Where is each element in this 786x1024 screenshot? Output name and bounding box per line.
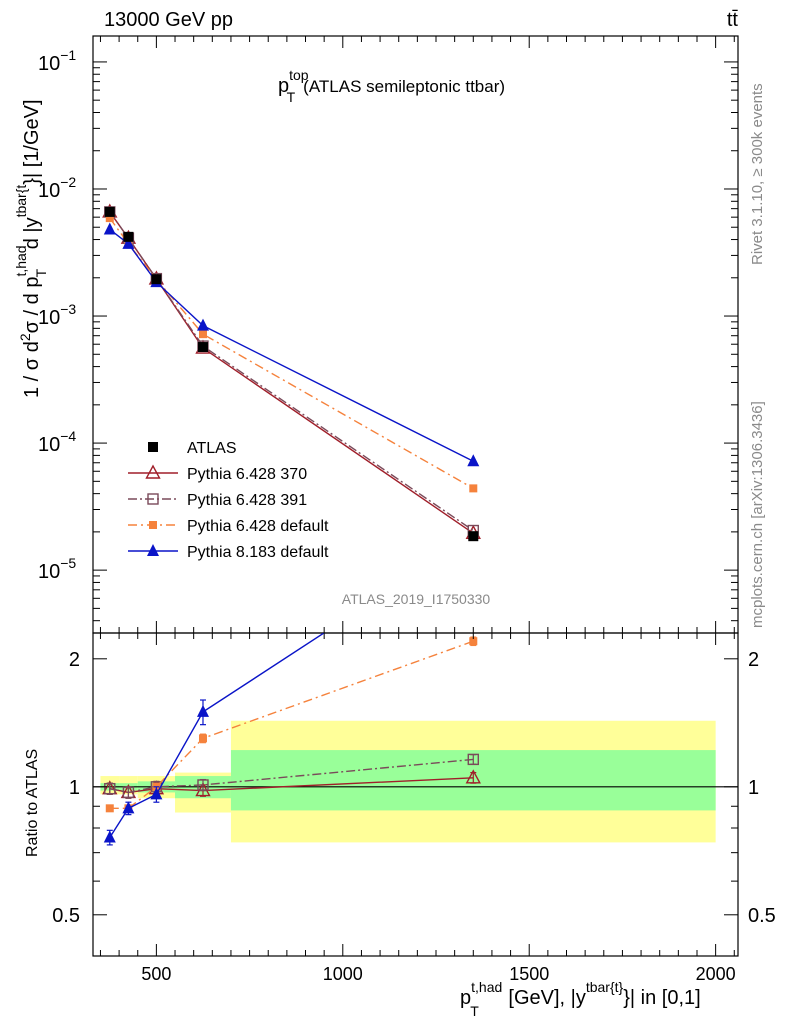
ratio-point-p8-3	[196, 704, 209, 717]
uncertainty-bands	[100, 720, 716, 843]
y-tick-base: 10	[38, 180, 60, 202]
y-ratio-tick-label-left-0: 0.5	[52, 905, 80, 927]
main-point-p8-3	[196, 318, 209, 331]
legend-label-p6def: Pythia 6.428 default	[187, 518, 329, 535]
main-point-atlas-1	[123, 231, 134, 242]
x-tick-label-500: 500	[141, 964, 171, 984]
y-tick-base: 10	[38, 434, 60, 456]
plot-title: ptop T (ATLAS semileptonic ttbar)	[278, 67, 505, 105]
title-desc: (ATLAS semileptonic ttbar)	[303, 77, 505, 96]
y-ratio-tick-label-left-2: 2	[69, 649, 80, 671]
legend-marker-atlas	[148, 442, 158, 452]
ratio-point-p391-1	[122, 786, 135, 799]
series-p6def	[105, 214, 478, 493]
series-atlas	[104, 206, 479, 542]
rivet-label: Rivet 3.1.10, ≥ 300k events	[749, 83, 766, 265]
legend-label-p391: Pythia 6.428 391	[187, 492, 307, 509]
y-tick-exp: −1	[60, 47, 76, 63]
ratio-point-p6def-4	[469, 637, 478, 646]
x-tick-label-1500: 1500	[509, 964, 549, 984]
main-point-p6def-4	[469, 484, 478, 493]
main-point-p8-1	[122, 236, 135, 249]
series-p8	[103, 222, 480, 467]
y-main-tick-label-3: 10−4	[38, 428, 76, 456]
main-line-p6def	[109, 217, 474, 489]
x-tick-label-1000: 1000	[323, 964, 363, 984]
y-ratio-tick-label-left-1: 1	[69, 777, 80, 799]
ratio-point-p370-4	[465, 769, 481, 784]
main-point-atlas-3	[197, 342, 208, 353]
data-series	[102, 203, 481, 846]
legend-marker-p8	[147, 544, 159, 556]
legend-label-p370: Pythia 6.428 370	[187, 466, 307, 483]
main-point-atlas-2	[151, 274, 162, 285]
y-tick-base: 10	[38, 561, 60, 583]
ratio-point-p6def-0	[105, 804, 114, 813]
ratio-point-p391-0	[104, 782, 116, 795]
legend-marker-p6def	[149, 521, 157, 529]
process-label: tt̄	[727, 9, 739, 31]
beam-label: 13000 GeV pp	[104, 9, 233, 31]
title-main: p	[278, 75, 289, 97]
ratio-point-p8-1	[122, 801, 135, 814]
series-p370	[102, 203, 481, 539]
ratio-point-p391-4	[467, 753, 479, 766]
legend-marker-p370	[145, 464, 161, 479]
y-main-tick-label-0: 10−1	[38, 47, 76, 75]
main-point-atlas-0	[104, 206, 115, 217]
ratio-series-p8	[103, 633, 326, 846]
y-ratio-tick-label-right-2: 2	[748, 649, 759, 671]
ratio-frame	[92, 632, 739, 957]
y-tick-base: 10	[38, 307, 60, 329]
ratio-point-p8-2	[150, 787, 163, 800]
ratio-line-p6def	[109, 640, 474, 810]
y-main-tick-label-1: 10−2	[38, 174, 76, 202]
x-tick-label-2000: 2000	[696, 964, 736, 984]
legend-label-p8: Pythia 8.183 default	[187, 544, 329, 561]
y-tick-exp: −5	[60, 555, 76, 571]
y-ratio-tick-label-right-1: 1	[748, 777, 759, 799]
main-line-p370	[109, 211, 474, 534]
main-line-p8	[109, 228, 474, 462]
ratio-point-p391-3	[197, 779, 209, 791]
legend-marker-p391	[147, 493, 159, 505]
main-point-p6def-0	[105, 214, 114, 223]
title-sup: top	[289, 67, 309, 83]
legend-label-atlas: ATLAS	[187, 440, 237, 457]
y-tick-exp: −2	[60, 174, 76, 190]
y-tick-base: 10	[38, 53, 60, 75]
y-axis-label-ratio: Ratio to ATLAS	[24, 749, 41, 857]
main-point-p8-4	[467, 454, 480, 467]
y-axis-label-main: 1 / σ d2σ / d pt,had T d |ytbar{t}| [1/Ge…	[13, 99, 49, 398]
y-ratio-tick-label-right-0: 0.5	[748, 905, 776, 927]
main-point-p8-0	[103, 222, 116, 235]
y-main-tick-label-2: 10−3	[38, 301, 76, 329]
y-main-tick-label-4: 10−5	[38, 555, 76, 583]
legend: ATLAS Pythia 6.428 370 Pythia 6.428 391 Pyt…	[128, 440, 329, 561]
y-tick-exp: −3	[60, 301, 76, 317]
title-sub: T	[287, 89, 296, 105]
ratio-point-p8-0	[103, 830, 116, 843]
x-axis-label: pt,had T [GeV], |ytbar{t}}| in [0,1]	[460, 979, 701, 1019]
mcplots-label: mcplots.cern.ch [arXiv:1306.3436]	[749, 401, 766, 628]
y-tick-exp: −4	[60, 428, 76, 444]
main-point-atlas-4	[468, 531, 479, 542]
main-point-p6def-3	[198, 330, 207, 339]
analysis-id: ATLAS_2019_I1750330	[342, 591, 491, 607]
series-p391	[104, 206, 479, 537]
ratio-point-p6def-3	[198, 734, 207, 743]
